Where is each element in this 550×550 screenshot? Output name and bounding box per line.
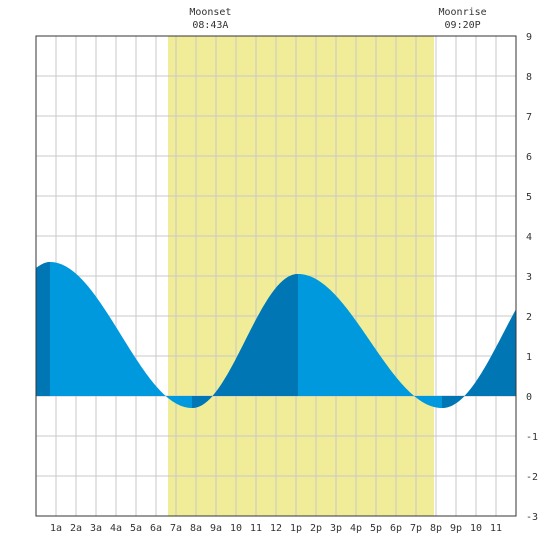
x-tick-label: 10 <box>470 523 482 534</box>
x-tick-label: 7a <box>170 523 182 534</box>
y-tick-label: 2 <box>526 312 532 323</box>
x-tick-label: 5a <box>130 523 142 534</box>
y-tick-label: 1 <box>526 352 532 363</box>
moon-event-label: Moonrise <box>439 7 487 18</box>
x-tick-label: 6p <box>390 523 402 534</box>
x-tick-label: 2p <box>310 523 322 534</box>
x-tick-label: 1a <box>50 523 62 534</box>
x-tick-label: 11 <box>490 523 502 534</box>
tide-rising-area <box>36 262 50 396</box>
x-tick-label: 10 <box>230 523 242 534</box>
y-tick-label: -2 <box>526 472 538 483</box>
y-tick-label: 8 <box>526 72 532 83</box>
tide-rising-area <box>192 274 298 408</box>
moon-event-label: Moonset <box>189 7 231 18</box>
x-tick-label: 5p <box>370 523 382 534</box>
x-tick-label: 9p <box>450 523 462 534</box>
y-tick-label: -1 <box>526 432 538 443</box>
x-tick-label: 11 <box>250 523 262 534</box>
x-tick-label: 6a <box>150 523 162 534</box>
tide-layer <box>36 262 516 408</box>
x-tick-label: 4a <box>110 523 122 534</box>
y-tick-label: 6 <box>526 152 532 163</box>
x-tick-label: 2a <box>70 523 82 534</box>
y-tick-label: 5 <box>526 192 532 203</box>
x-tick-label: 3a <box>90 523 102 534</box>
plot-frame <box>35 35 517 517</box>
x-tick-label: 8p <box>430 523 442 534</box>
axes-layer: 1a 2a 3a 4a 5a 6a 7a 8a 9a 10 11 12 1p 2p 3p 4p 5p 6p 7p 8p… <box>35 32 538 534</box>
x-tick-label: 7p <box>410 523 422 534</box>
y-tick-label: 4 <box>526 232 532 243</box>
moon-event-time: 09:20P <box>445 20 481 31</box>
x-tick-label: 9a <box>210 523 222 534</box>
y-tick-label: 3 <box>526 272 532 283</box>
tide-rising-area <box>442 309 516 408</box>
grid-layer <box>36 36 516 516</box>
y-tick-label: 0 <box>526 392 532 403</box>
moon-event-time: 08:43A <box>192 20 228 31</box>
x-tick-label: 3p <box>330 523 342 534</box>
y-tick-label: -3 <box>526 512 538 523</box>
y-tick-label: 7 <box>526 112 532 123</box>
x-tick-label: 8a <box>190 523 202 534</box>
annotation-layer: Moonset 08:43A Moonrise 09:20P <box>189 7 486 31</box>
x-tick-label: 12 <box>270 523 282 534</box>
y-tick-label: 9 <box>526 32 532 43</box>
x-tick-label: 1p <box>290 523 302 534</box>
x-tick-label: 4p <box>350 523 362 534</box>
